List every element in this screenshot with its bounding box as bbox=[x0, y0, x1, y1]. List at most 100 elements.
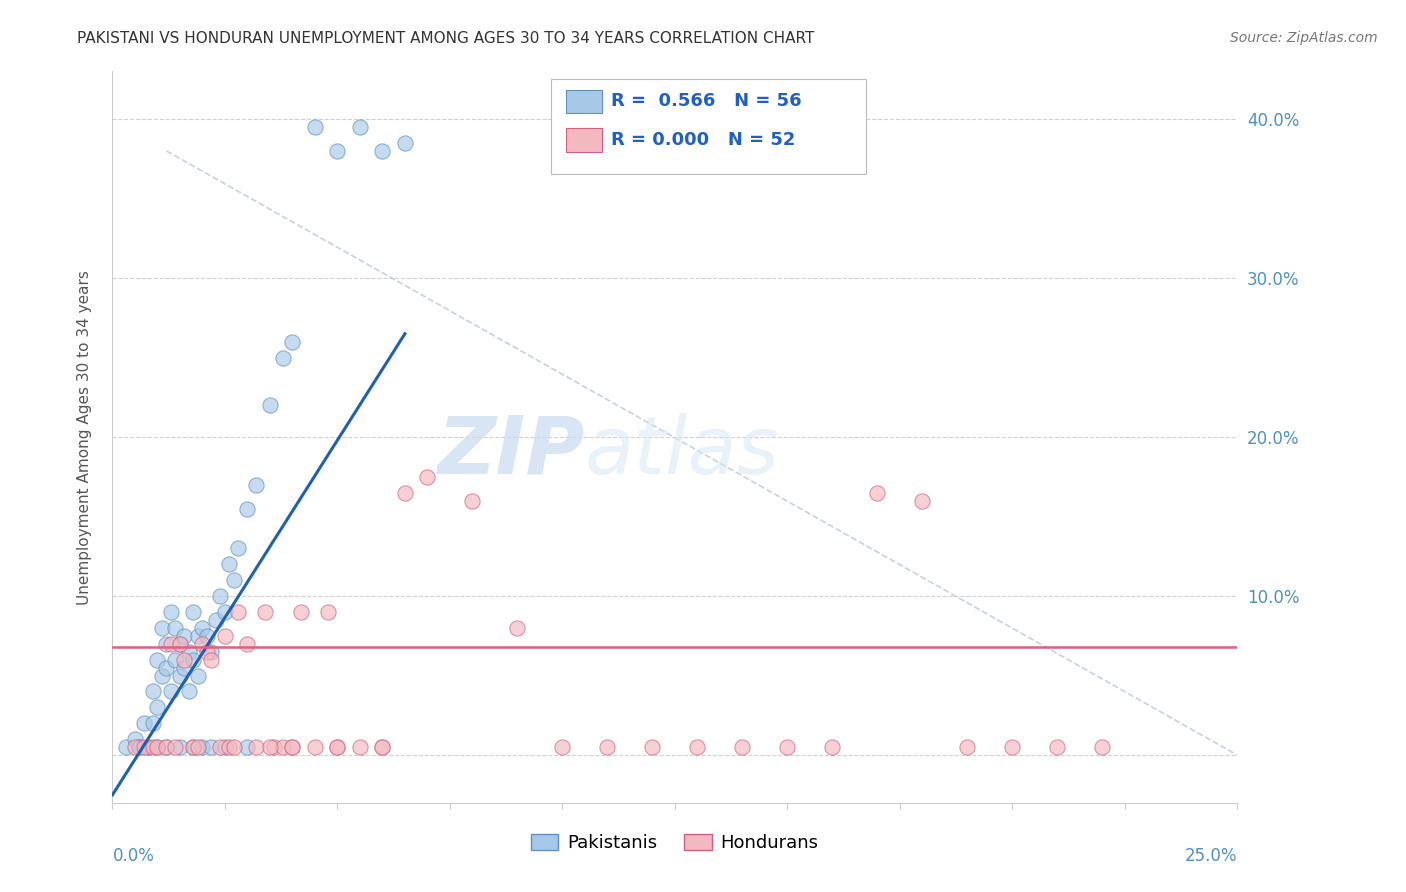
Point bbox=[236, 740, 259, 755]
Text: Source: ZipAtlas.com: Source: ZipAtlas.com bbox=[1230, 31, 1378, 45]
Point bbox=[461, 493, 484, 508]
Point bbox=[1091, 740, 1114, 755]
Point bbox=[191, 740, 214, 755]
Point bbox=[183, 740, 205, 755]
Point bbox=[160, 605, 183, 619]
Point bbox=[273, 351, 295, 365]
Point bbox=[1046, 740, 1069, 755]
Point bbox=[187, 668, 209, 682]
Point bbox=[236, 637, 259, 651]
Point bbox=[165, 621, 187, 635]
Point bbox=[209, 740, 232, 755]
Point bbox=[173, 629, 195, 643]
Point bbox=[506, 621, 529, 635]
Point bbox=[236, 501, 259, 516]
Point bbox=[205, 613, 228, 627]
Point bbox=[195, 645, 218, 659]
Point bbox=[150, 621, 173, 635]
FancyBboxPatch shape bbox=[565, 128, 602, 152]
Point bbox=[128, 740, 150, 755]
Point bbox=[371, 144, 394, 158]
Point bbox=[138, 740, 160, 755]
Point bbox=[183, 605, 205, 619]
Point bbox=[160, 684, 183, 698]
Point bbox=[177, 684, 200, 698]
Point bbox=[956, 740, 979, 755]
Point bbox=[371, 740, 394, 755]
Point bbox=[259, 398, 281, 412]
Point bbox=[776, 740, 799, 755]
Text: atlas: atlas bbox=[585, 413, 780, 491]
Point bbox=[165, 653, 187, 667]
Point bbox=[214, 740, 236, 755]
Point bbox=[318, 605, 340, 619]
Point bbox=[222, 740, 245, 755]
Point bbox=[195, 629, 218, 643]
Point bbox=[222, 573, 245, 587]
Point bbox=[169, 637, 191, 651]
Text: 0.0%: 0.0% bbox=[112, 847, 155, 864]
Point bbox=[228, 605, 250, 619]
Point bbox=[254, 605, 277, 619]
Point bbox=[1001, 740, 1024, 755]
Point bbox=[326, 740, 349, 755]
Point bbox=[281, 740, 304, 755]
Text: PAKISTANI VS HONDURAN UNEMPLOYMENT AMONG AGES 30 TO 34 YEARS CORRELATION CHART: PAKISTANI VS HONDURAN UNEMPLOYMENT AMONG… bbox=[77, 31, 814, 46]
Point bbox=[169, 740, 191, 755]
Point bbox=[183, 653, 205, 667]
Point bbox=[259, 740, 281, 755]
Text: R =  0.566   N = 56: R = 0.566 N = 56 bbox=[610, 93, 801, 111]
Text: ZIP: ZIP bbox=[437, 413, 585, 491]
Point bbox=[146, 740, 169, 755]
Point bbox=[349, 120, 371, 134]
Point bbox=[191, 637, 214, 651]
Point bbox=[187, 629, 209, 643]
Point bbox=[200, 645, 222, 659]
Point bbox=[326, 740, 349, 755]
Point bbox=[821, 740, 844, 755]
Point bbox=[132, 716, 155, 731]
Point bbox=[200, 653, 222, 667]
Y-axis label: Unemployment Among Ages 30 to 34 years: Unemployment Among Ages 30 to 34 years bbox=[77, 269, 91, 605]
Point bbox=[124, 732, 146, 747]
Point bbox=[218, 558, 240, 572]
Point bbox=[160, 637, 183, 651]
Point bbox=[132, 740, 155, 755]
Point bbox=[165, 740, 187, 755]
Point bbox=[146, 740, 169, 755]
Point bbox=[371, 740, 394, 755]
Point bbox=[155, 740, 177, 755]
Point bbox=[245, 477, 267, 491]
Point bbox=[290, 605, 312, 619]
Text: R = 0.000   N = 52: R = 0.000 N = 52 bbox=[610, 131, 796, 149]
Point bbox=[169, 668, 191, 682]
Point bbox=[142, 716, 165, 731]
Point bbox=[228, 541, 250, 556]
Point bbox=[263, 740, 285, 755]
Point bbox=[596, 740, 619, 755]
Point bbox=[214, 629, 236, 643]
FancyBboxPatch shape bbox=[565, 90, 602, 113]
Point bbox=[911, 493, 934, 508]
Point bbox=[150, 668, 173, 682]
Point bbox=[394, 136, 416, 150]
Point bbox=[281, 334, 304, 349]
Point bbox=[169, 637, 191, 651]
Point bbox=[146, 700, 169, 714]
Point bbox=[214, 605, 236, 619]
Point bbox=[146, 653, 169, 667]
Point bbox=[209, 589, 232, 603]
Point bbox=[177, 645, 200, 659]
Point bbox=[731, 740, 754, 755]
Point bbox=[416, 470, 439, 484]
Point bbox=[394, 485, 416, 500]
Point bbox=[326, 144, 349, 158]
Point bbox=[115, 740, 138, 755]
Point bbox=[138, 740, 160, 755]
Point bbox=[187, 740, 209, 755]
Point bbox=[191, 621, 214, 635]
FancyBboxPatch shape bbox=[551, 78, 866, 174]
Point bbox=[304, 740, 326, 755]
Point bbox=[155, 660, 177, 674]
Legend: Pakistanis, Hondurans: Pakistanis, Hondurans bbox=[524, 827, 825, 860]
